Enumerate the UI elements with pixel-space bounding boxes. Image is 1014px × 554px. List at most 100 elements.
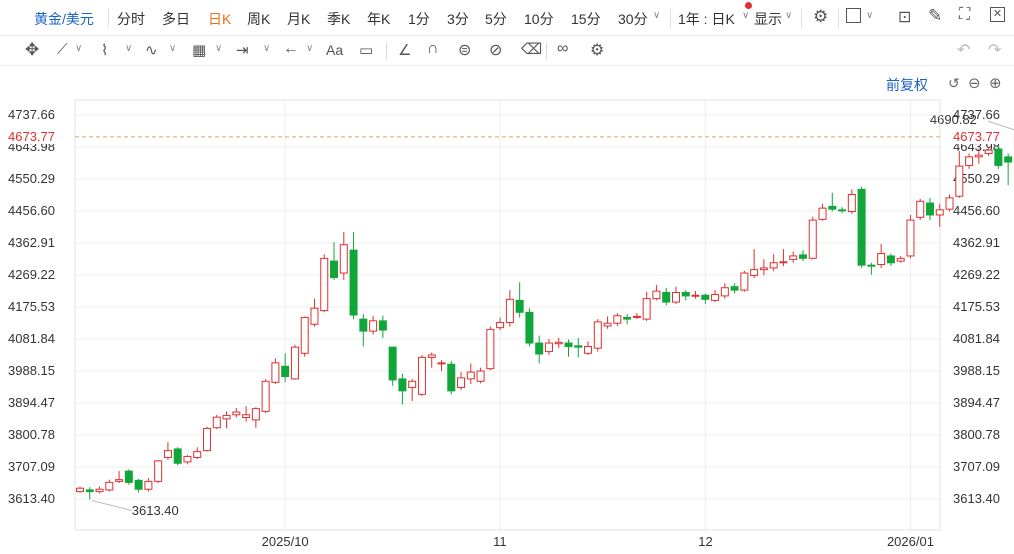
chevron-down-icon[interactable]: ∨ bbox=[785, 10, 793, 21]
candle-up bbox=[222, 414, 231, 420]
candle-up bbox=[955, 165, 964, 197]
camera-icon[interactable]: ⊡ bbox=[898, 9, 912, 26]
wave-tool-icon[interactable]: ∿ bbox=[145, 42, 158, 59]
arrow-left-icon[interactable]: ← bbox=[283, 40, 299, 57]
chevron-down-icon[interactable]: ∨ bbox=[306, 43, 314, 54]
y-tick-label: 3800.78 bbox=[8, 426, 55, 442]
chevron-down-icon[interactable]: ∨ bbox=[215, 43, 223, 54]
y-tick-label: 4737.66 bbox=[8, 107, 55, 122]
polyline-tool-icon[interactable]: ⌇ bbox=[101, 42, 109, 59]
candle-up bbox=[271, 362, 280, 383]
undo-icon[interactable]: ↶ bbox=[957, 42, 971, 59]
candle-up bbox=[984, 149, 993, 154]
candle-down bbox=[730, 286, 739, 291]
redo-icon[interactable]: ↷ bbox=[988, 42, 1002, 59]
candle-up bbox=[76, 487, 84, 493]
candle-up bbox=[95, 488, 104, 493]
candle-down bbox=[281, 365, 290, 378]
magnet-icon[interactable]: ∩ bbox=[427, 40, 439, 57]
chevron-down-icon[interactable]: ∨ bbox=[866, 10, 874, 21]
chevron-down-icon[interactable]: ∨ bbox=[125, 43, 133, 54]
y-tick-label: 3894.47 bbox=[953, 394, 1000, 410]
move-crosshair-icon[interactable]: ✥ bbox=[25, 40, 40, 59]
y-tick-label: 3613.40 bbox=[953, 491, 1000, 506]
lock-icon[interactable]: ⊜ bbox=[458, 42, 472, 59]
candle-down bbox=[623, 316, 632, 320]
chevron-down-icon[interactable]: ∨ bbox=[653, 10, 661, 21]
candle-up bbox=[417, 356, 426, 395]
max-price-annotation: 4690.82 bbox=[929, 112, 977, 128]
candle-down bbox=[886, 255, 895, 264]
x-tick-label: 2025/10 bbox=[261, 534, 309, 549]
chevron-down-icon[interactable]: ∨ bbox=[263, 43, 271, 54]
candle-down bbox=[857, 188, 866, 266]
period-tab-5min[interactable]: 5分 bbox=[485, 11, 507, 27]
period-tab-intraday[interactable]: 分时 bbox=[117, 11, 145, 27]
period-tab-yearly[interactable]: 年K bbox=[367, 11, 391, 27]
candle-up bbox=[193, 451, 202, 458]
candle-down bbox=[681, 291, 690, 297]
candle-up bbox=[818, 207, 827, 220]
toolbar-divider bbox=[546, 42, 547, 60]
plot-frame bbox=[74, 99, 941, 531]
fullscreen-icon[interactable]: ⛶ bbox=[959, 6, 971, 23]
period-tab-quarterly[interactable]: 季K bbox=[327, 11, 351, 27]
candle-up bbox=[769, 262, 778, 269]
close-box-icon[interactable]: ✕ bbox=[990, 7, 1005, 22]
candle-down bbox=[525, 311, 534, 344]
y-tick-label: 3800.78 bbox=[953, 426, 1000, 442]
chevron-down-icon[interactable]: ∨ bbox=[742, 10, 750, 21]
line-tool-icon[interactable]: ⟋ bbox=[57, 41, 68, 58]
candle-down bbox=[1004, 156, 1013, 163]
candle-up bbox=[408, 380, 417, 388]
candle-up bbox=[154, 460, 163, 482]
adjust-mode-label[interactable]: 前复权 bbox=[886, 77, 928, 93]
period-tab-multiday[interactable]: 多日 bbox=[162, 11, 190, 27]
trash-icon[interactable]: ⌫ bbox=[521, 41, 543, 58]
hide-icon[interactable]: ⊘ bbox=[489, 42, 503, 59]
reset-icon[interactable]: ↺ bbox=[948, 75, 960, 91]
candle-up bbox=[212, 416, 221, 429]
candle-up bbox=[750, 269, 759, 276]
display-menu[interactable]: 显示 bbox=[754, 11, 782, 27]
candle-down bbox=[85, 489, 94, 493]
candle-up bbox=[593, 321, 602, 349]
min-price-annotation: 3613.40 bbox=[131, 503, 179, 519]
chevron-down-icon[interactable]: ∨ bbox=[169, 43, 177, 54]
candle-up bbox=[144, 480, 153, 490]
period-tab-monthly[interactable]: 月K bbox=[287, 11, 311, 27]
candle-down bbox=[134, 479, 143, 490]
ruler-icon[interactable]: ∠ bbox=[398, 42, 412, 59]
candle-up bbox=[711, 294, 720, 301]
zoom-out-icon[interactable]: ⊖ bbox=[968, 75, 981, 92]
link-icon[interactable]: ∞ bbox=[557, 40, 569, 57]
candle-down bbox=[564, 342, 573, 347]
pencil-icon[interactable]: ✎ bbox=[928, 6, 943, 25]
zoom-in-icon[interactable]: ⊕ bbox=[989, 75, 1002, 92]
measure-tool-icon[interactable]: ⇥ bbox=[236, 42, 249, 59]
y-tick-label: 4081.84 bbox=[953, 331, 1000, 346]
chevron-down-icon[interactable]: ∨ bbox=[75, 43, 83, 54]
comment-icon[interactable]: ▭ bbox=[359, 42, 374, 59]
draw-settings-icon[interactable]: ⚙ bbox=[590, 42, 605, 59]
fibonacci-tool-icon[interactable]: ▦ bbox=[192, 42, 207, 59]
period-tab-1min[interactable]: 1分 bbox=[408, 11, 430, 27]
text-tool-icon[interactable]: Aa bbox=[326, 42, 344, 58]
period-tab-3min[interactable]: 3分 bbox=[447, 11, 469, 27]
toolbar-divider bbox=[801, 9, 802, 27]
period-tab-daily[interactable]: 日K bbox=[208, 11, 232, 27]
period-tab-10min[interactable]: 10分 bbox=[524, 11, 554, 27]
symbol-selector[interactable]: 黄金/美元 bbox=[34, 11, 94, 27]
settings-gear-icon[interactable]: ⚙ bbox=[813, 7, 829, 26]
candle-up bbox=[300, 316, 309, 354]
period-tab-weekly[interactable]: 周K bbox=[247, 11, 271, 27]
range-selector[interactable]: 1年 : 日K bbox=[678, 11, 735, 27]
period-tab-30min[interactable]: 30分 bbox=[618, 11, 648, 27]
y-tick-label: 3894.47 bbox=[8, 394, 55, 410]
period-tab-15min[interactable]: 15分 bbox=[571, 11, 601, 27]
toolbar-divider bbox=[386, 42, 387, 60]
layout-square-icon[interactable] bbox=[846, 8, 861, 23]
period-toolbar: 黄金/美元 分时 多日 日K 周K 月K 季K 年K 1分 3分 5分 10分 … bbox=[0, 0, 1014, 36]
x-tick-label: 12 bbox=[698, 534, 713, 549]
